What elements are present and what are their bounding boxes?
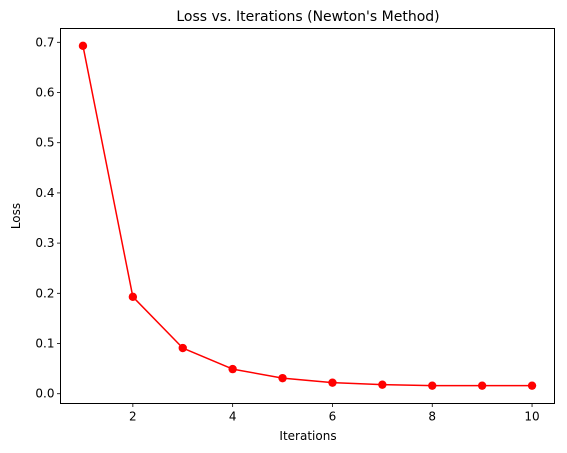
y-axis-ticks: 0.0 0.1 0.2 0.3 0.4 0.5 0.6 0.7: [35, 35, 61, 401]
chart-title: Loss vs. Iterations (Newton's Method): [176, 9, 439, 25]
x-axis-label: Iterations: [279, 429, 336, 443]
loss-data-point: [328, 378, 337, 387]
y-axis-label: Loss: [9, 203, 23, 229]
y-tick-label: 0.7: [35, 35, 54, 49]
plot-area: [78, 41, 537, 390]
y-tick-label: 0.2: [35, 286, 54, 300]
loss-data-point: [378, 380, 387, 389]
loss-data-point: [228, 364, 237, 374]
plot-frame: [60, 28, 555, 404]
loss-series-line: [82, 45, 533, 387]
x-tick-label: 8: [428, 410, 436, 424]
loss-data-point: [128, 292, 138, 302]
x-tick-label: 2: [129, 410, 137, 424]
loss-data-point: [477, 381, 487, 390]
x-axis-ticks: 2 4 6 8 10: [129, 403, 540, 424]
x-tick-label: 10: [524, 410, 539, 424]
loss-data-point: [78, 41, 88, 51]
y-tick-label: 0.1: [35, 337, 54, 351]
x-tick-label: 4: [229, 410, 237, 424]
y-tick-label: 0.0: [35, 387, 54, 401]
x-tick-label: 6: [329, 410, 337, 424]
loss-data-point: [178, 343, 187, 353]
loss-data-point: [278, 373, 287, 383]
loss-data-point: [428, 381, 437, 390]
y-tick-label: 0.4: [35, 186, 54, 200]
y-tick-label: 0.3: [35, 236, 54, 250]
y-tick-label: 0.6: [35, 86, 54, 100]
loss-data-point: [527, 381, 537, 390]
y-tick-label: 0.5: [35, 136, 54, 150]
